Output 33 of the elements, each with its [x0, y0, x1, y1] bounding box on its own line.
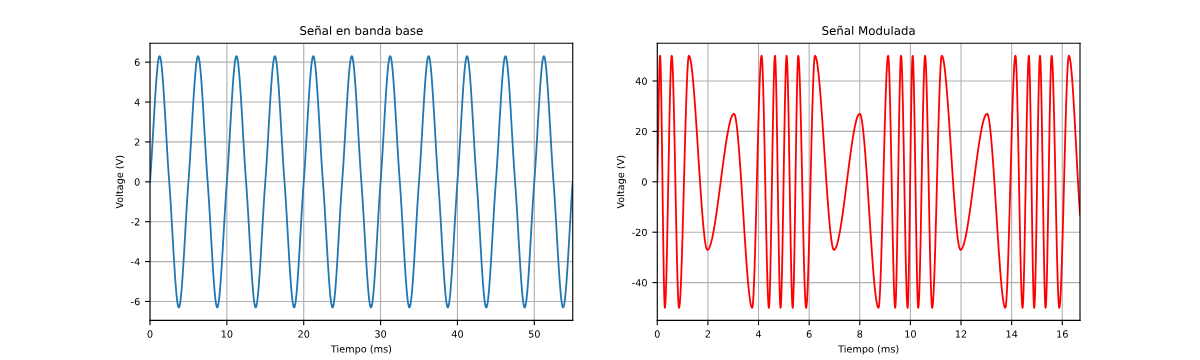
- y-tick-label: 0: [642, 178, 647, 186]
- x-tick-label: 50: [528, 330, 540, 338]
- y-tick-label: 0: [134, 178, 140, 186]
- x-axis-title: Tiempo (ms): [838, 345, 899, 355]
- x-tick-label: 30: [375, 330, 387, 338]
- chart-title: Señal Modulada: [822, 25, 915, 36]
- y-axis-title: Voltage (V): [115, 155, 126, 209]
- x-tick-label: 12: [955, 330, 967, 338]
- y-tick-label: -20: [632, 228, 647, 237]
- x-tick-label: 4: [755, 330, 762, 338]
- x-tick-label: 6: [806, 330, 812, 338]
- x-tick-label: 40: [451, 330, 463, 338]
- y-tick-label: 6: [134, 58, 140, 66]
- x-tick-label: 10: [905, 330, 916, 338]
- y-tick-label: 4: [134, 98, 140, 106]
- x-tick-label: 2: [705, 330, 711, 338]
- x-tick-label: 8: [857, 330, 863, 338]
- y-tick-label: 20: [635, 127, 647, 136]
- chart-title: Señal en banda base: [300, 25, 423, 36]
- y-tick-label: 40: [635, 77, 647, 85]
- x-tick-label: 16: [1057, 330, 1068, 338]
- y-axis-title: Voltage (V): [616, 155, 627, 209]
- x-tick-label: 0: [654, 330, 660, 338]
- y-tick-label: -40: [632, 279, 647, 287]
- y-tick-label: 2: [134, 138, 140, 146]
- x-tick-label: 14: [1006, 330, 1018, 338]
- y-tick-label: -2: [131, 218, 140, 226]
- x-tick-label: 0: [147, 330, 153, 338]
- x-axis-title: Tiempo (ms): [330, 345, 392, 355]
- x-tick-label: 10: [221, 330, 233, 338]
- y-tick-label: -6: [131, 297, 140, 306]
- y-tick-label: -4: [131, 258, 140, 266]
- x-tick-label: 20: [298, 330, 310, 338]
